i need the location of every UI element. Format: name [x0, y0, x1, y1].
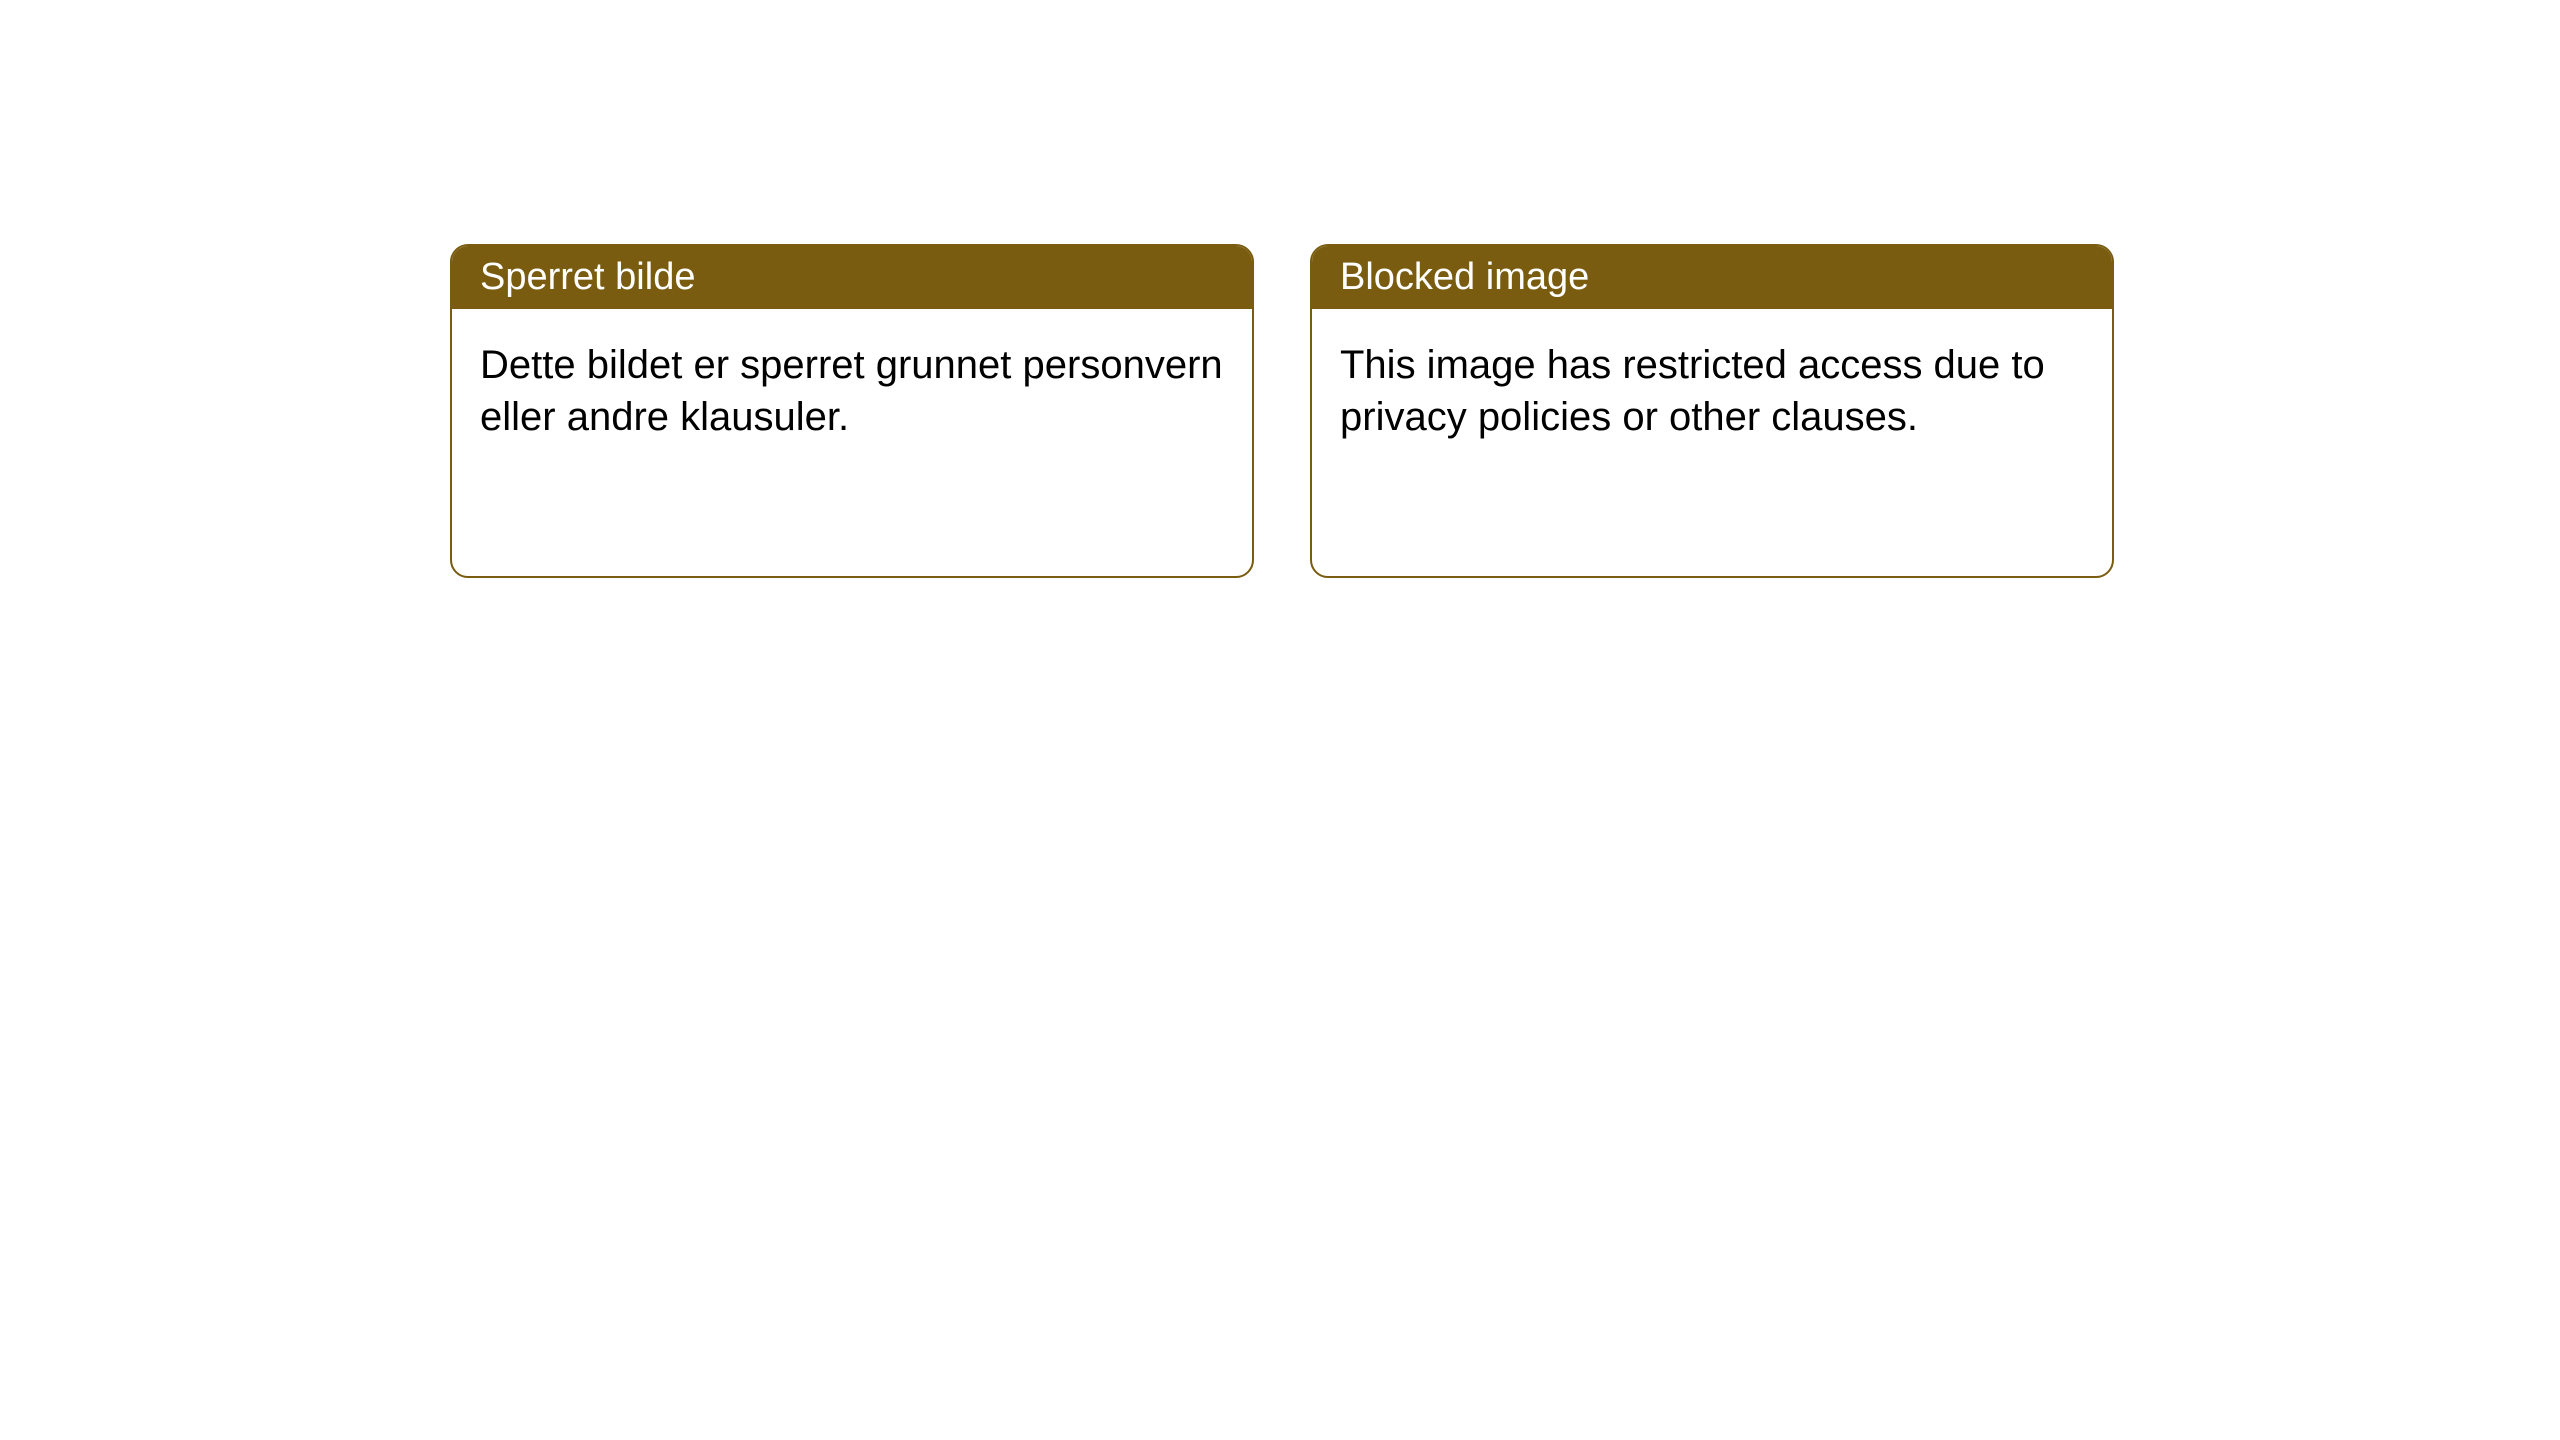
card-title: Sperret bilde: [480, 256, 695, 298]
notice-card-english: Blocked image This image has restricted …: [1310, 244, 2114, 578]
card-body-english: This image has restricted access due to …: [1312, 309, 2112, 473]
card-header-norwegian: Sperret bilde: [452, 246, 1252, 309]
card-header-english: Blocked image: [1312, 246, 2112, 309]
card-body-text: Dette bildet er sperret grunnet personve…: [480, 343, 1223, 439]
card-title: Blocked image: [1340, 256, 1589, 298]
card-body-norwegian: Dette bildet er sperret grunnet personve…: [452, 309, 1252, 473]
notice-card-norwegian: Sperret bilde Dette bildet er sperret gr…: [450, 244, 1254, 578]
card-body-text: This image has restricted access due to …: [1340, 343, 2045, 439]
notice-cards-container: Sperret bilde Dette bildet er sperret gr…: [0, 0, 2560, 578]
